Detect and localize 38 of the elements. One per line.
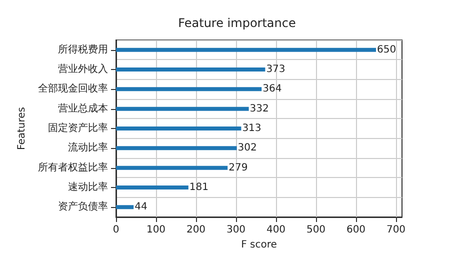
y-axis-title: Features	[16, 107, 28, 150]
data-label: 181	[189, 182, 208, 193]
data-label: 313	[242, 123, 262, 134]
x-tick-label: 500	[306, 224, 326, 236]
bar	[116, 126, 242, 130]
bar	[116, 87, 262, 92]
chart-title: Feature importance	[178, 16, 296, 30]
x-tick-label: 100	[146, 224, 166, 236]
data-label: 44	[134, 202, 148, 213]
y-tick-label: 流动比率	[68, 142, 108, 154]
y-tick-label: 全部现金回收率	[38, 82, 108, 95]
bar	[116, 186, 188, 190]
data-label: 373	[266, 64, 286, 75]
bar	[116, 166, 228, 170]
y-tick-label: 营业总成本	[58, 102, 108, 114]
x-tick-label: 300	[226, 224, 246, 236]
bar	[116, 68, 266, 72]
data-label: 332	[250, 103, 269, 114]
x-tick-label: 200	[186, 224, 206, 236]
bar	[116, 205, 134, 210]
x-tick-label: 0	[112, 224, 120, 236]
data-label: 364	[262, 84, 282, 95]
x-tick-label: 400	[266, 224, 286, 236]
data-label: 650	[377, 44, 396, 56]
bar	[116, 48, 376, 52]
x-tick-label: 700	[386, 224, 406, 236]
y-tick-label: 资产负债率	[58, 200, 108, 213]
y-tick-label: 所有者权益比率	[38, 161, 108, 174]
y-tick-label: 固定资产比率	[48, 122, 108, 134]
x-axis-title: F score	[241, 239, 277, 250]
y-tick-label: 营业外收入	[58, 63, 108, 75]
y-tick-label: 速动比率	[68, 181, 108, 193]
y-tick-label: 所得税费用	[58, 43, 108, 56]
bar	[116, 106, 249, 111]
bar	[116, 146, 237, 150]
data-label: 302	[238, 142, 257, 154]
data-label: 279	[228, 162, 248, 174]
x-tick-label: 600	[346, 224, 366, 236]
